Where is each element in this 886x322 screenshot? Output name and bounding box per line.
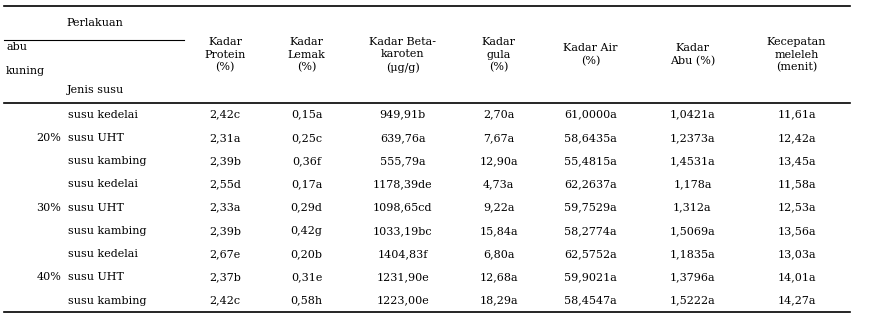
Text: 2,42c: 2,42c <box>209 110 241 120</box>
Text: 0,42g: 0,42g <box>291 226 323 236</box>
Text: 12,42a: 12,42a <box>777 133 816 143</box>
Text: 1404,83f: 1404,83f <box>377 249 428 259</box>
Text: 13,56a: 13,56a <box>777 226 816 236</box>
Text: 12,53a: 12,53a <box>777 203 816 213</box>
Text: 2,37b: 2,37b <box>209 272 241 282</box>
Text: 1,1835a: 1,1835a <box>670 249 715 259</box>
Text: Kadar
gula
(%): Kadar gula (%) <box>482 37 516 72</box>
Text: 2,39b: 2,39b <box>209 156 241 166</box>
Text: 12,68a: 12,68a <box>479 272 518 282</box>
Text: 59,7529a: 59,7529a <box>564 203 617 213</box>
Text: 0,17a: 0,17a <box>291 179 323 189</box>
Text: 949,91b: 949,91b <box>379 110 426 120</box>
Text: 11,61a: 11,61a <box>777 110 816 120</box>
Text: 2,55d: 2,55d <box>209 179 241 189</box>
Text: 0,25c: 0,25c <box>291 133 323 143</box>
Text: 1,4531a: 1,4531a <box>670 156 715 166</box>
Text: susu UHT: susu UHT <box>68 272 124 282</box>
Text: 1,178a: 1,178a <box>673 179 711 189</box>
Text: 6,80a: 6,80a <box>483 249 515 259</box>
Text: susu kambing: susu kambing <box>68 226 147 236</box>
Text: 2,39b: 2,39b <box>209 226 241 236</box>
Text: 7,67a: 7,67a <box>483 133 515 143</box>
Text: 14,27a: 14,27a <box>777 296 816 306</box>
Text: 0,15a: 0,15a <box>291 110 323 120</box>
Text: 1178,39de: 1178,39de <box>373 179 432 189</box>
Text: 1098,65cd: 1098,65cd <box>373 203 432 213</box>
Text: 62,5752a: 62,5752a <box>564 249 617 259</box>
Text: Kadar
Lemak
(%): Kadar Lemak (%) <box>288 37 325 72</box>
Text: Perlakuan: Perlakuan <box>66 18 123 28</box>
Text: 1,5069a: 1,5069a <box>670 226 715 236</box>
Text: 1,312a: 1,312a <box>673 203 711 213</box>
Text: 58,4547a: 58,4547a <box>564 296 617 306</box>
Text: 2,67e: 2,67e <box>209 249 241 259</box>
Text: 1,0421a: 1,0421a <box>670 110 715 120</box>
Text: 11,58a: 11,58a <box>777 179 816 189</box>
Text: 1231,90e: 1231,90e <box>377 272 429 282</box>
Text: 58,2774a: 58,2774a <box>564 226 617 236</box>
Text: susu kedelai: susu kedelai <box>68 249 138 259</box>
Text: 1,3796a: 1,3796a <box>670 272 715 282</box>
Text: 13,45a: 13,45a <box>777 156 816 166</box>
Text: 2,42c: 2,42c <box>209 296 241 306</box>
Text: 59,9021a: 59,9021a <box>564 272 617 282</box>
Text: Kadar
Protein
(%): Kadar Protein (%) <box>205 37 245 72</box>
Text: susu UHT: susu UHT <box>68 133 124 143</box>
Text: susu kedelai: susu kedelai <box>68 179 138 189</box>
Text: 0,29d: 0,29d <box>291 203 323 213</box>
Text: 0,58h: 0,58h <box>291 296 323 306</box>
Text: 12,90a: 12,90a <box>479 156 518 166</box>
Text: Kadar Air
(%): Kadar Air (%) <box>563 43 618 66</box>
Text: Jenis susu: Jenis susu <box>66 85 124 95</box>
Text: 9,22a: 9,22a <box>483 203 515 213</box>
Text: susu UHT: susu UHT <box>68 203 124 213</box>
Text: 0,31e: 0,31e <box>291 272 323 282</box>
Text: Kadar Beta-
karoten
(μg/g): Kadar Beta- karoten (μg/g) <box>369 37 436 72</box>
Text: 1,2373a: 1,2373a <box>670 133 715 143</box>
Text: 13,03a: 13,03a <box>777 249 816 259</box>
Text: 62,2637a: 62,2637a <box>564 179 617 189</box>
Text: Kecepatan
meleleh
(menit): Kecepatan meleleh (menit) <box>766 37 827 72</box>
Text: 1,5222a: 1,5222a <box>670 296 715 306</box>
Text: 639,76a: 639,76a <box>380 133 425 143</box>
Text: 20%: 20% <box>36 133 61 143</box>
Text: 1033,19bc: 1033,19bc <box>373 226 432 236</box>
Text: 14,01a: 14,01a <box>777 272 816 282</box>
Text: 40%: 40% <box>36 272 61 282</box>
Text: 18,29a: 18,29a <box>479 296 518 306</box>
Text: 15,84a: 15,84a <box>479 226 518 236</box>
Text: susu kambing: susu kambing <box>68 156 147 166</box>
Text: 55,4815a: 55,4815a <box>564 156 617 166</box>
Text: 61,0000a: 61,0000a <box>564 110 617 120</box>
Text: abu: abu <box>6 42 27 52</box>
Text: Kadar
Abu (%): Kadar Abu (%) <box>670 43 715 66</box>
Text: susu kedelai: susu kedelai <box>68 110 138 120</box>
Text: 555,79a: 555,79a <box>380 156 425 166</box>
Text: susu kambing: susu kambing <box>68 296 147 306</box>
Text: kuning: kuning <box>6 66 45 76</box>
Text: 2,31a: 2,31a <box>209 133 241 143</box>
Text: 4,73a: 4,73a <box>483 179 515 189</box>
Text: 2,70a: 2,70a <box>483 110 515 120</box>
Text: 58,6435a: 58,6435a <box>564 133 617 143</box>
Text: 1223,00e: 1223,00e <box>377 296 429 306</box>
Text: 0,36f: 0,36f <box>292 156 321 166</box>
Text: 0,20b: 0,20b <box>291 249 323 259</box>
Text: 2,33a: 2,33a <box>209 203 241 213</box>
Text: 30%: 30% <box>36 203 61 213</box>
